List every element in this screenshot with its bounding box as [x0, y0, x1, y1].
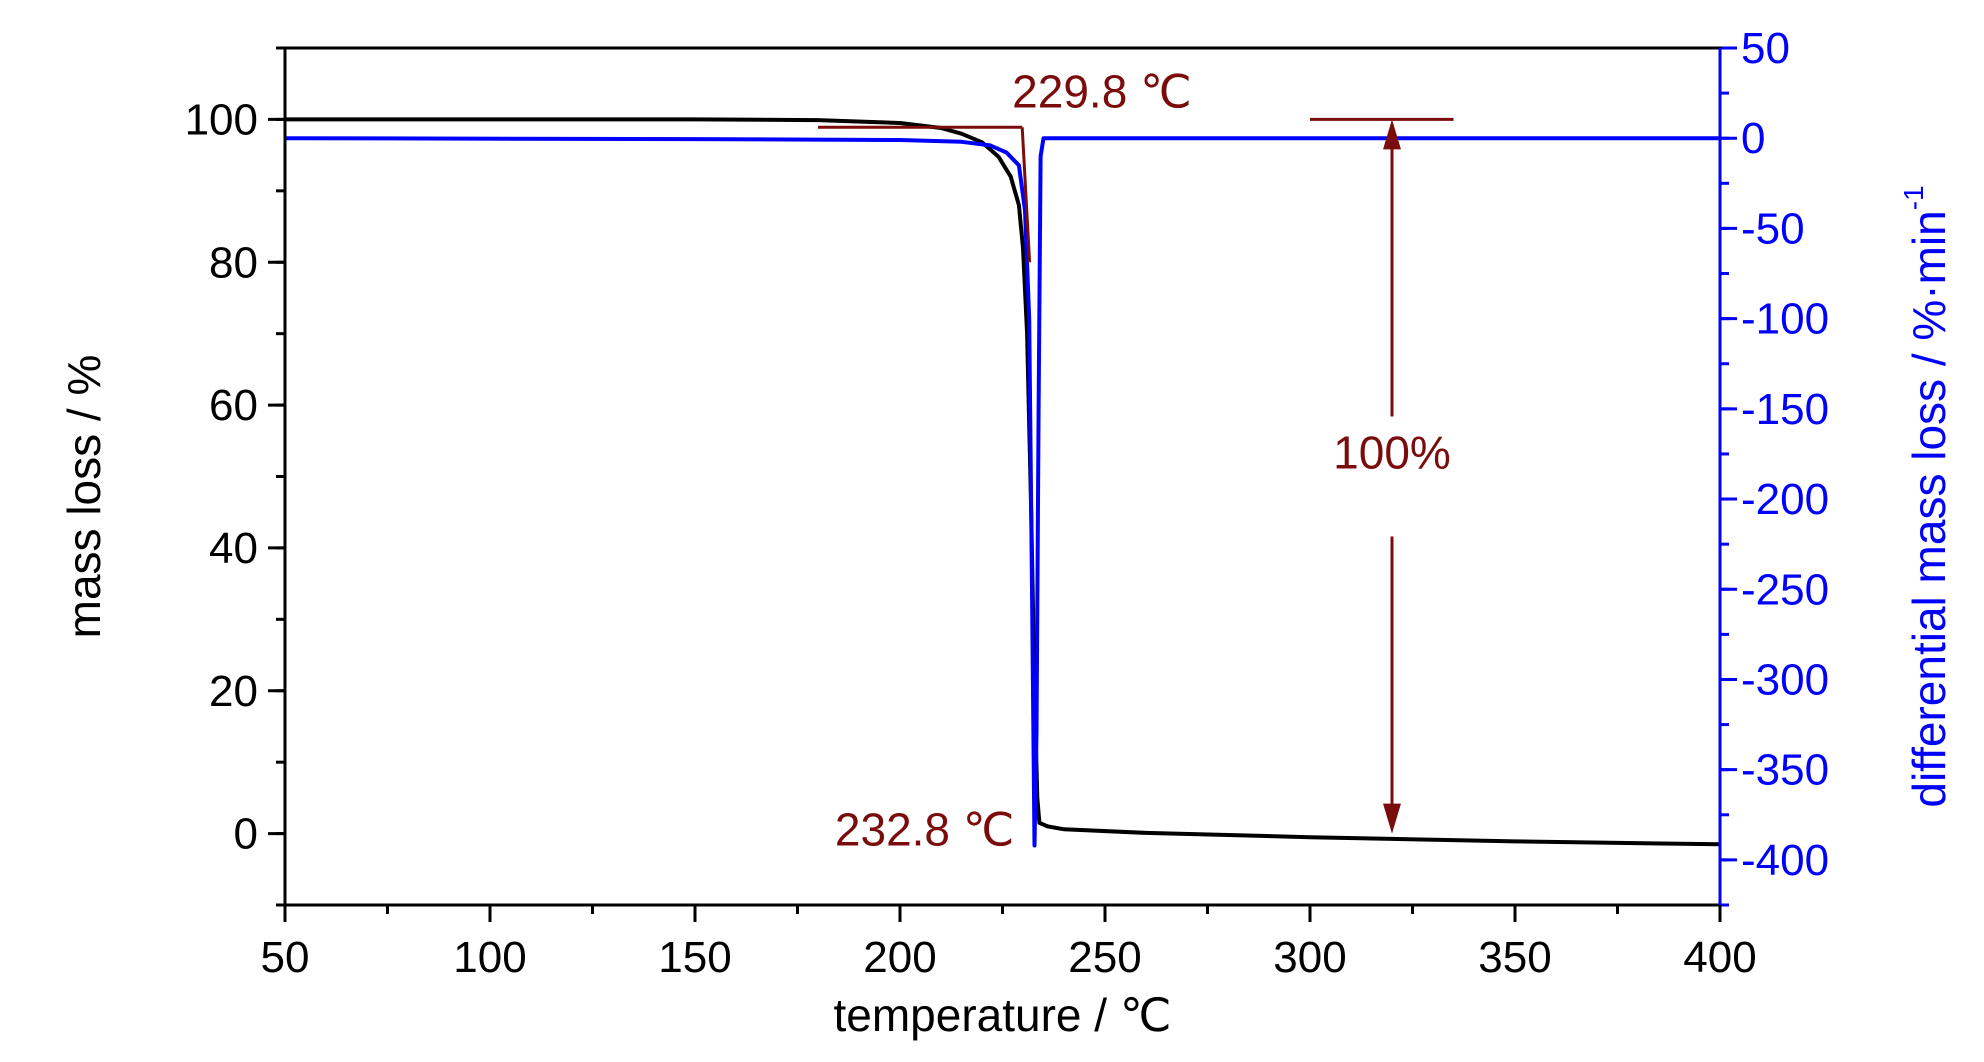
- annotation-layer: [818, 117, 1454, 834]
- series-layer: [284, 117, 1721, 848]
- x-axis-title: temperature / ℃: [833, 989, 1171, 1041]
- x-tick-label: 300: [1273, 933, 1346, 982]
- x-tick-label: 400: [1683, 933, 1756, 982]
- x-tick-label: 250: [1068, 933, 1141, 982]
- y-right-tick-label: -350: [1741, 746, 1829, 795]
- y-axis-right-title-superscript: -1: [1898, 185, 1929, 210]
- mass-loss-percent-label: 100%: [1333, 427, 1451, 479]
- x-tick-label: 50: [261, 933, 310, 982]
- y-left-tick-label: 0: [234, 810, 258, 859]
- y-right-tick-label: -50: [1741, 204, 1805, 253]
- y-right-tick-label: 50: [1741, 24, 1790, 73]
- tick-labels-layer: 50 100 150 200 250 300 350 400 0 20 40 60 80 100 50 0 -5…: [185, 24, 1830, 982]
- y-axis-right-title-main: differential mass loss / %·min: [1903, 210, 1955, 807]
- major-ticks-layer: [268, 46, 1737, 922]
- y-right-tick-label: -100: [1741, 295, 1829, 344]
- arrowhead-up: [1383, 119, 1401, 150]
- x-tick-label: 100: [453, 933, 526, 982]
- onset-temperature-label: 229.8 ℃: [1012, 65, 1192, 117]
- plot-frame: [283, 46, 1722, 907]
- y-left-tick-label: 40: [209, 524, 258, 573]
- y-right-tick-label: -300: [1741, 655, 1829, 704]
- y-right-tick-label: -150: [1741, 385, 1829, 434]
- minor-ticks-layer: [276, 46, 1729, 914]
- onset-tangent-line: [1020, 127, 1032, 263]
- peak-temperature-label: 232.8 ℃: [835, 804, 1015, 856]
- y-left-tick-label: 100: [185, 95, 258, 144]
- y-axis-right-title: differential mass loss / %·min-1: [1898, 185, 1955, 807]
- x-tick-label: 350: [1478, 933, 1551, 982]
- y-right-tick-label: -200: [1741, 475, 1829, 524]
- y-left-tick-label: 80: [209, 238, 258, 287]
- mass-loss-curve: [285, 117, 1721, 847]
- x-tick-label: 150: [658, 933, 731, 982]
- y-axis-left-title: mass loss / %: [58, 355, 110, 639]
- y-right-tick-label: -250: [1741, 565, 1829, 614]
- y-right-tick-label: -400: [1741, 836, 1829, 885]
- arrowhead-down: [1383, 803, 1401, 834]
- y-left-tick-label: 20: [209, 667, 258, 716]
- x-tick-label: 200: [863, 933, 936, 982]
- differential-mass-loss-curve: [284, 136, 1720, 848]
- y-left-tick-label: 60: [209, 381, 258, 430]
- y-right-tick-label: 0: [1741, 114, 1765, 163]
